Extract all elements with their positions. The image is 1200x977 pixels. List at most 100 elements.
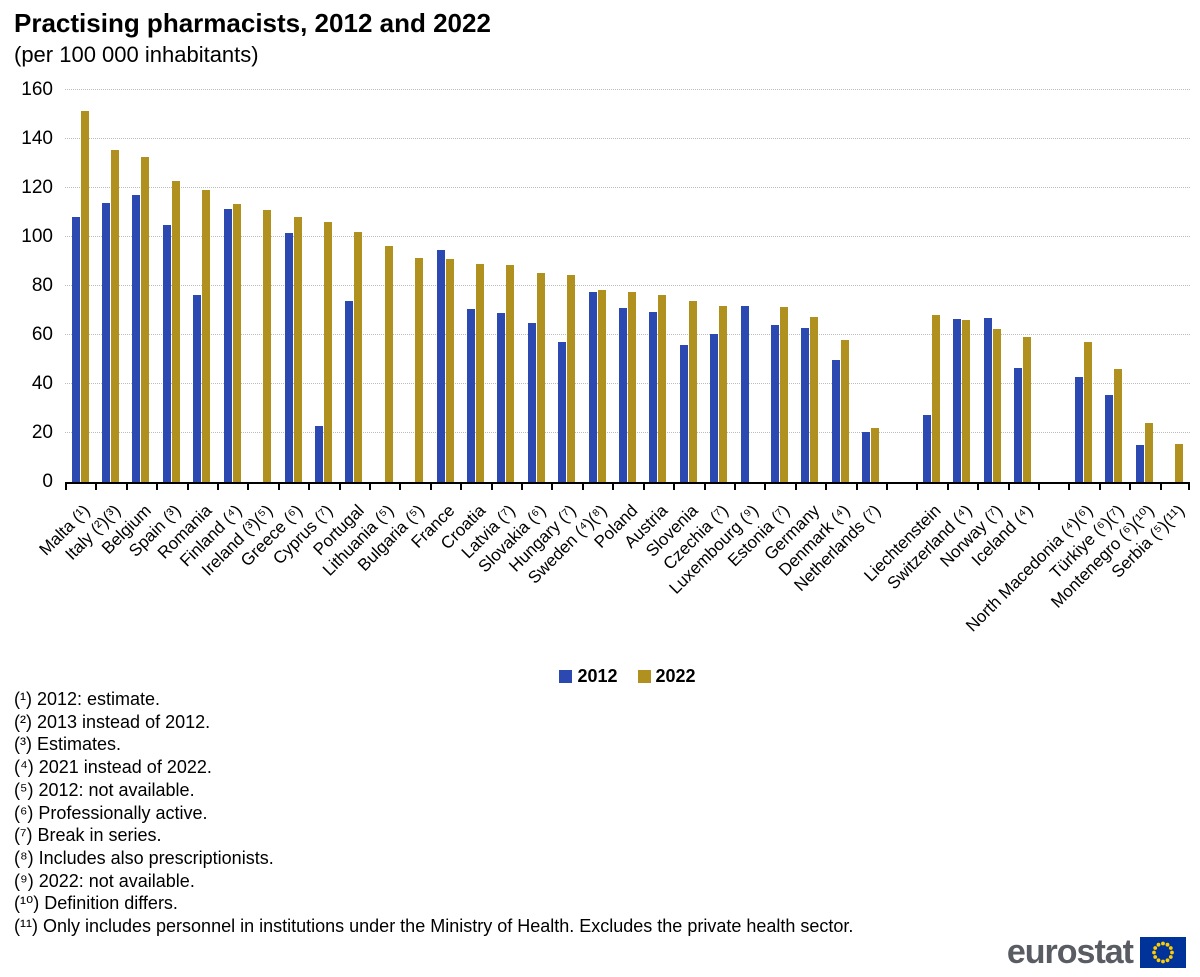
bar-2022: [871, 428, 880, 482]
bar-2012: [862, 431, 871, 482]
legend: 2012 2022: [65, 666, 1190, 687]
bar-2022: [1023, 337, 1032, 482]
bar-2012: [831, 359, 840, 482]
axis-tick: [460, 482, 463, 490]
category-slot: [1068, 90, 1098, 482]
y-tick-label: 0: [42, 471, 53, 492]
bar-2022: [840, 339, 849, 482]
category-slot: [308, 90, 338, 482]
category-slot: [247, 90, 277, 482]
bar-2022: [962, 320, 971, 482]
category-slot: [1008, 90, 1038, 482]
y-tick-label: 60: [31, 324, 53, 345]
category-slot: [278, 90, 308, 482]
footnote-line: (¹) 2012: estimate.: [14, 689, 161, 709]
gridline: [65, 236, 1190, 237]
bar-2012: [953, 319, 962, 482]
axis-tick: [977, 482, 980, 490]
bar-2022: [536, 272, 545, 482]
gridline: [65, 334, 1190, 335]
axis-tick: [338, 482, 341, 490]
category-slot: [977, 90, 1007, 482]
axis-tick: [885, 482, 888, 490]
bar-2012: [1105, 395, 1114, 482]
category-slot: [825, 90, 855, 482]
x-axis-labels: Malta (¹) Italy (²)(³) Belgium Spain (³) Rom…: [35, 497, 1190, 669]
category-slot: [582, 90, 612, 482]
bar-2022: [475, 263, 484, 482]
footnote-line: (⁶) Professionally active.: [14, 802, 208, 823]
category-slot: [460, 90, 490, 482]
y-tick-label: 160: [21, 79, 53, 100]
bar-2012: [588, 292, 597, 482]
bar-2012: [1135, 445, 1144, 482]
bar-2012: [466, 309, 475, 482]
legend-item: 2022: [637, 666, 696, 687]
legend-label: 2012: [577, 666, 618, 686]
bar-2012: [132, 195, 141, 482]
category-slot: [734, 90, 764, 482]
footnote-line: (⁹) 2022: not available.: [14, 870, 195, 891]
bar-2022: [780, 306, 788, 482]
bar-2012: [771, 325, 779, 482]
axis-tick: [1188, 482, 1190, 490]
axis-tick: [1129, 482, 1132, 490]
bar-2022: [688, 300, 697, 482]
eurostat-logo-text: eurostat: [1006, 933, 1134, 971]
category-slot: [65, 90, 95, 482]
footnote-line: (⁷) Break in series.: [14, 825, 162, 846]
bar-2022: [1144, 423, 1153, 482]
footnote-line: (²) 2013 instead of 2012.: [14, 711, 211, 732]
axis-tick: [277, 482, 280, 490]
bar-2012: [193, 294, 202, 482]
axis-tick: [521, 482, 524, 490]
category-slot: [126, 90, 156, 482]
y-tick-label: 40: [31, 373, 53, 394]
axis-tick: [95, 482, 98, 490]
category-slot: [612, 90, 642, 482]
bar-2012: [649, 311, 658, 482]
bar-2022: [323, 222, 332, 482]
axis-tick: [733, 482, 736, 490]
category-slot: [156, 90, 186, 482]
bar-2012: [801, 327, 810, 482]
bar-2012: [527, 322, 536, 482]
axis-tick: [581, 482, 584, 490]
category-slot: [95, 90, 125, 482]
bar-2022: [232, 203, 241, 482]
chart-title: Practising pharmacists, 2012 and 2022: [14, 8, 491, 38]
gridline: [65, 138, 1190, 139]
category-slot: [399, 90, 429, 482]
bar-2012: [314, 425, 323, 482]
axis-tick: [703, 482, 706, 490]
bar-2022: [1084, 342, 1093, 482]
axis-tick: [794, 482, 797, 490]
bar-2022: [627, 292, 636, 482]
bar-2012: [1014, 368, 1023, 482]
axis-tick: [217, 482, 220, 490]
axis-tick: [1068, 482, 1071, 490]
bar-2022: [202, 190, 211, 482]
bar-2022: [506, 265, 515, 482]
category-slot: [764, 90, 794, 482]
footnote-line: (⁸) Includes also prescriptionists.: [14, 847, 274, 868]
bar-2022: [810, 316, 819, 482]
footnote-line: (⁴) 2021 instead of 2022.: [14, 757, 212, 778]
eurostat-logo: eurostat: [1007, 933, 1186, 972]
category-slot: [795, 90, 825, 482]
axis-tick: [186, 482, 189, 490]
gridline: [65, 89, 1190, 90]
bar-2012: [618, 308, 627, 482]
gridline: [65, 432, 1190, 433]
bar-2012: [558, 342, 567, 482]
bar-2012: [223, 208, 232, 482]
axis-tick: [125, 482, 128, 490]
category-slot: [673, 90, 703, 482]
axis-tick: [490, 482, 493, 490]
bar-2022: [597, 289, 606, 482]
bar-2012: [436, 250, 445, 482]
category-slot: [947, 90, 977, 482]
axis-tick: [1098, 482, 1101, 490]
axis-tick: [825, 482, 828, 490]
